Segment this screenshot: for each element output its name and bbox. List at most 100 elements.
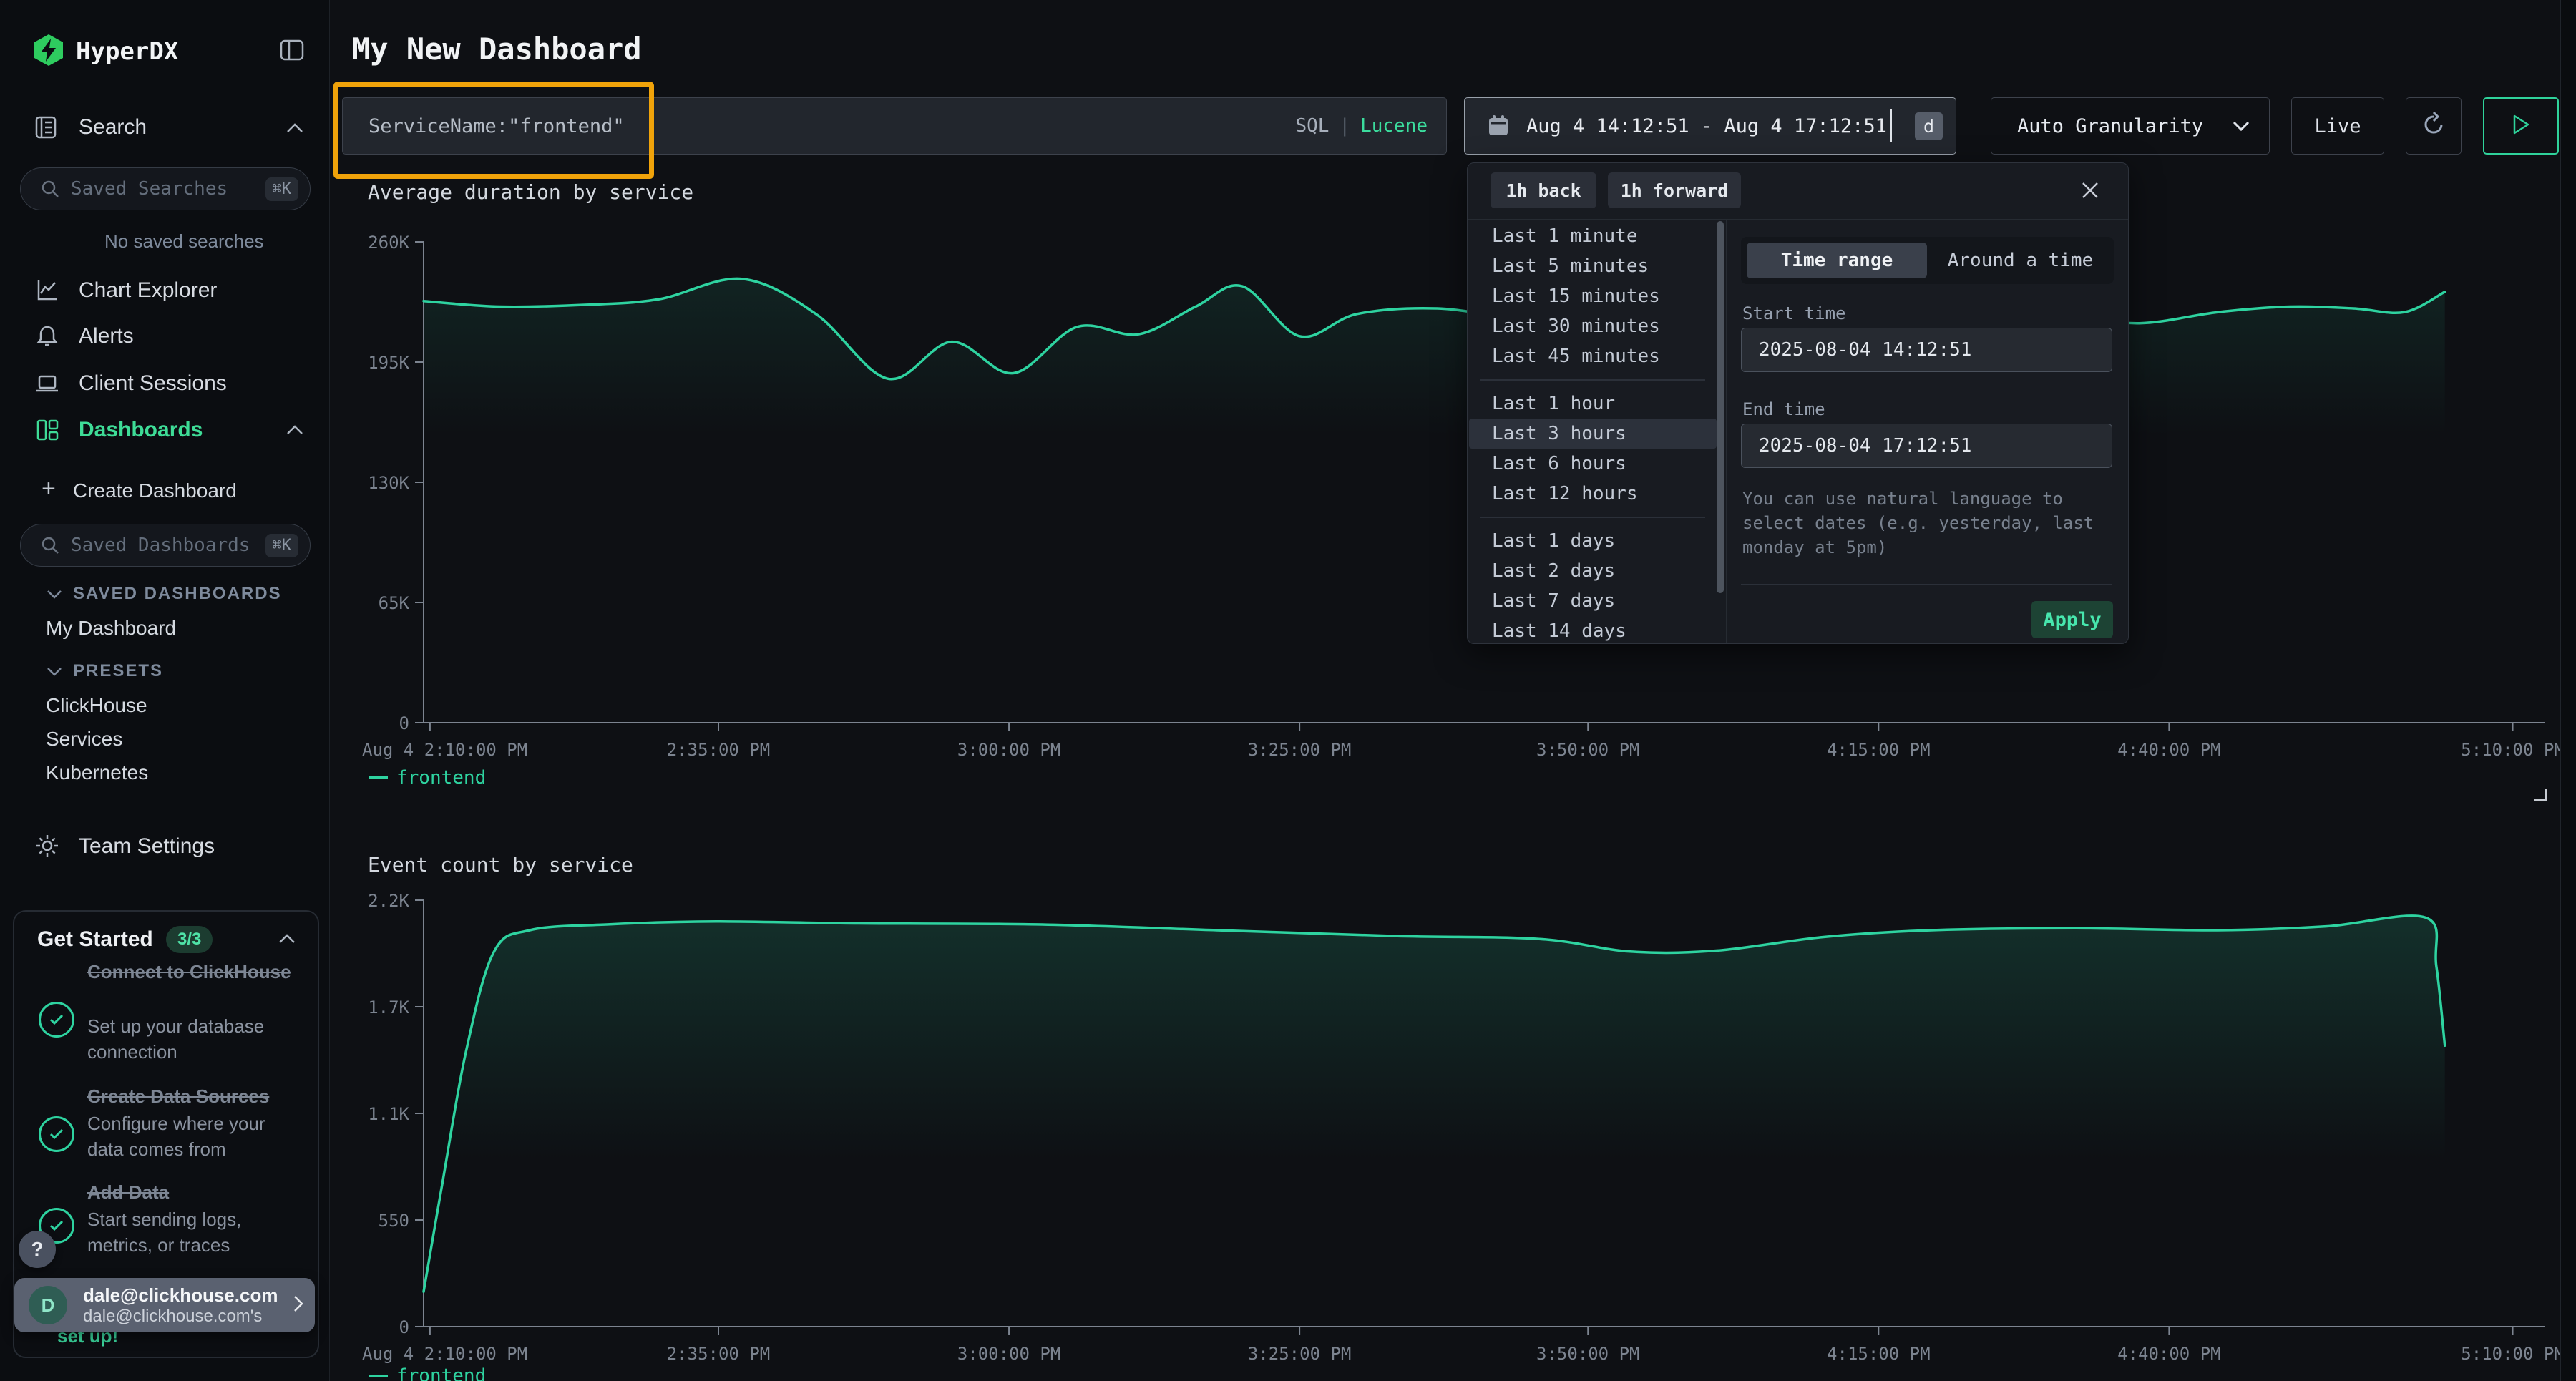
x-tick-label: Aug 4 2:10:00 PM (362, 740, 527, 760)
sidebar-item-search[interactable]: Search (79, 115, 147, 140)
get-started-item-title[interactable]: Connect to ClickHouse (87, 959, 295, 985)
dashboards-icon (34, 417, 60, 446)
relative-time-option[interactable]: Last 1 hour (1469, 389, 1717, 419)
create-dashboard-button[interactable]: Create Dashboard (73, 479, 237, 502)
live-button-label: Live (2314, 115, 2361, 137)
end-time-input[interactable]: 2025-08-04 17:12:51 (1741, 424, 2112, 468)
saved-searches-input[interactable]: Saved Searches ⌘K (20, 167, 311, 210)
relative-time-option[interactable]: Last 12 hours (1469, 479, 1717, 509)
y-tick-label: 2.2K (368, 891, 409, 911)
relative-time-option[interactable]: Last 1 minute (1469, 221, 1717, 251)
shortcut-badge: d (1915, 112, 1943, 140)
relative-time-option[interactable]: Last 45 minutes (1469, 341, 1717, 371)
y-tick-label: 0 (399, 1317, 409, 1337)
avatar: D (29, 1286, 67, 1324)
page-right-gutter (2560, 0, 2576, 1381)
divider (1468, 219, 2128, 220)
sidebar-item-my-dashboard[interactable]: My Dashboard (46, 617, 176, 640)
text-cursor (1890, 109, 1892, 142)
tab-time-range[interactable]: Time range (1747, 243, 1927, 278)
get-started-item-title[interactable]: Create Data Sources (87, 1083, 316, 1109)
legend-label[interactable]: frontend (396, 1365, 486, 1381)
app-root: HyperDX Search Saved Searches ⌘K No sa (0, 0, 2576, 1381)
sidebar-item-services[interactable]: Services (46, 728, 122, 751)
chart-legend[interactable]: frontend (369, 1365, 486, 1381)
relative-time-option[interactable]: Last 30 minutes (1469, 311, 1717, 341)
laptop-icon (34, 371, 60, 400)
chevron-right-icon (292, 1294, 305, 1317)
avg-duration-chart: 065K130K195K260KAug 4 2:10:00 PM2:35:00 … (329, 172, 2576, 830)
get-started-item-desc: Set up your database connection (87, 1013, 295, 1065)
legend-swatch (369, 1375, 388, 1377)
sidebar-item-client-sessions[interactable]: Client Sessions (79, 371, 227, 396)
get-started-item-desc: Start sending logs, metrics, or traces (87, 1206, 295, 1258)
tab-around-a-time[interactable]: Around a time (1927, 243, 2114, 278)
shift-forward-button[interactable]: 1h forward (1608, 172, 1741, 208)
x-tick-label: 5:10:00 PM (2461, 740, 2565, 760)
x-tick-label: 2:35:00 PM (667, 1344, 771, 1364)
chevron-down-icon[interactable] (46, 665, 63, 680)
x-tick-label: 3:00:00 PM (957, 1344, 1061, 1364)
saved-searches-placeholder: Saved Searches (71, 178, 228, 200)
apply-button[interactable]: Apply (2031, 601, 2113, 638)
relative-time-option[interactable]: Last 5 minutes (1469, 251, 1717, 281)
legend-label[interactable]: frontend (396, 767, 486, 789)
section-presets[interactable]: PRESETS (73, 661, 163, 681)
check-circle-icon (39, 1116, 74, 1152)
start-time-input[interactable]: 2025-08-04 14:12:51 (1741, 328, 2112, 372)
chart-legend[interactable]: frontend (369, 767, 486, 789)
sidebar: HyperDX Search Saved Searches ⌘K No sa (0, 0, 330, 1381)
x-tick-label: 3:50:00 PM (1536, 1344, 1640, 1364)
y-tick-label: 260K (368, 233, 409, 253)
chevron-up-icon[interactable] (285, 122, 305, 138)
x-tick-label: 5:10:00 PM (2461, 1344, 2565, 1364)
sidebar-item-alerts[interactable]: Alerts (79, 324, 134, 348)
time-range-input[interactable]: Aug 4 14:12:51 - Aug 4 17:12:51 d (1464, 97, 1956, 155)
saved-dashboards-placeholder: Saved Dashboards (71, 535, 250, 556)
language-sql-toggle[interactable]: SQL (1295, 115, 1329, 137)
relative-time-option[interactable]: Last 3 hours (1469, 419, 1717, 449)
granularity-select[interactable]: Auto Granularity (1991, 97, 2270, 155)
sidebar-collapse-icon[interactable] (278, 36, 306, 68)
user-menu[interactable]: D dale@clickhouse.com dale@clickhouse.co… (14, 1278, 315, 1332)
close-icon[interactable] (2077, 177, 2103, 207)
relative-time-option[interactable]: Last 6 hours (1469, 449, 1717, 479)
x-tick-label: 3:25:00 PM (1248, 740, 1352, 760)
divider (1480, 517, 1705, 518)
y-tick-label: 1.7K (368, 997, 409, 1018)
relative-time-list: Last 1 minuteLast 5 minutesLast 15 minut… (1469, 221, 1717, 643)
x-tick-label: 3:00:00 PM (957, 740, 1061, 760)
sidebar-item-dashboards[interactable]: Dashboards (79, 418, 203, 442)
relative-time-option[interactable]: Last 14 days (1469, 616, 1717, 643)
end-time-label: End time (1742, 399, 1825, 419)
refresh-icon (2420, 111, 2447, 142)
y-tick-label: 65K (379, 593, 410, 613)
relative-time-option[interactable]: Last 1 days (1469, 526, 1717, 556)
refresh-button[interactable] (2406, 97, 2462, 155)
help-button[interactable]: ? (19, 1231, 56, 1268)
get-started-item-title[interactable]: Add Data (87, 1179, 295, 1205)
relative-time-option[interactable]: Last 7 days (1469, 586, 1717, 616)
relative-time-option[interactable]: Last 2 days (1469, 556, 1717, 586)
divider (1741, 584, 2112, 585)
panel-resize-handle[interactable] (2534, 789, 2547, 801)
language-lucene-toggle[interactable]: Lucene (1360, 115, 1428, 137)
chevron-up-icon[interactable] (278, 933, 296, 948)
sidebar-item-clickhouse[interactable]: ClickHouse (46, 694, 147, 717)
x-tick-label: 3:25:00 PM (1248, 1344, 1352, 1364)
shortcut-badge: ⌘K (265, 534, 299, 557)
y-tick-label: 130K (368, 473, 409, 493)
live-button[interactable]: Live (2291, 97, 2384, 155)
sidebar-item-team-settings[interactable]: Team Settings (79, 834, 215, 859)
sidebar-item-chart-explorer[interactable]: Chart Explorer (79, 278, 217, 303)
list-scrollbar[interactable] (1717, 221, 1724, 593)
shift-back-button[interactable]: 1h back (1491, 172, 1596, 208)
sidebar-item-kubernetes[interactable]: Kubernetes (46, 761, 148, 784)
relative-time-option[interactable]: Last 15 minutes (1469, 281, 1717, 311)
saved-dashboards-input[interactable]: Saved Dashboards ⌘K (20, 524, 311, 567)
chevron-down-icon[interactable] (46, 588, 63, 603)
run-query-button[interactable] (2483, 97, 2559, 155)
chevron-up-icon[interactable] (285, 424, 305, 440)
section-saved-dashboards[interactable]: SAVED DASHBOARDS (73, 584, 282, 604)
chart-area-fill (424, 278, 2445, 723)
